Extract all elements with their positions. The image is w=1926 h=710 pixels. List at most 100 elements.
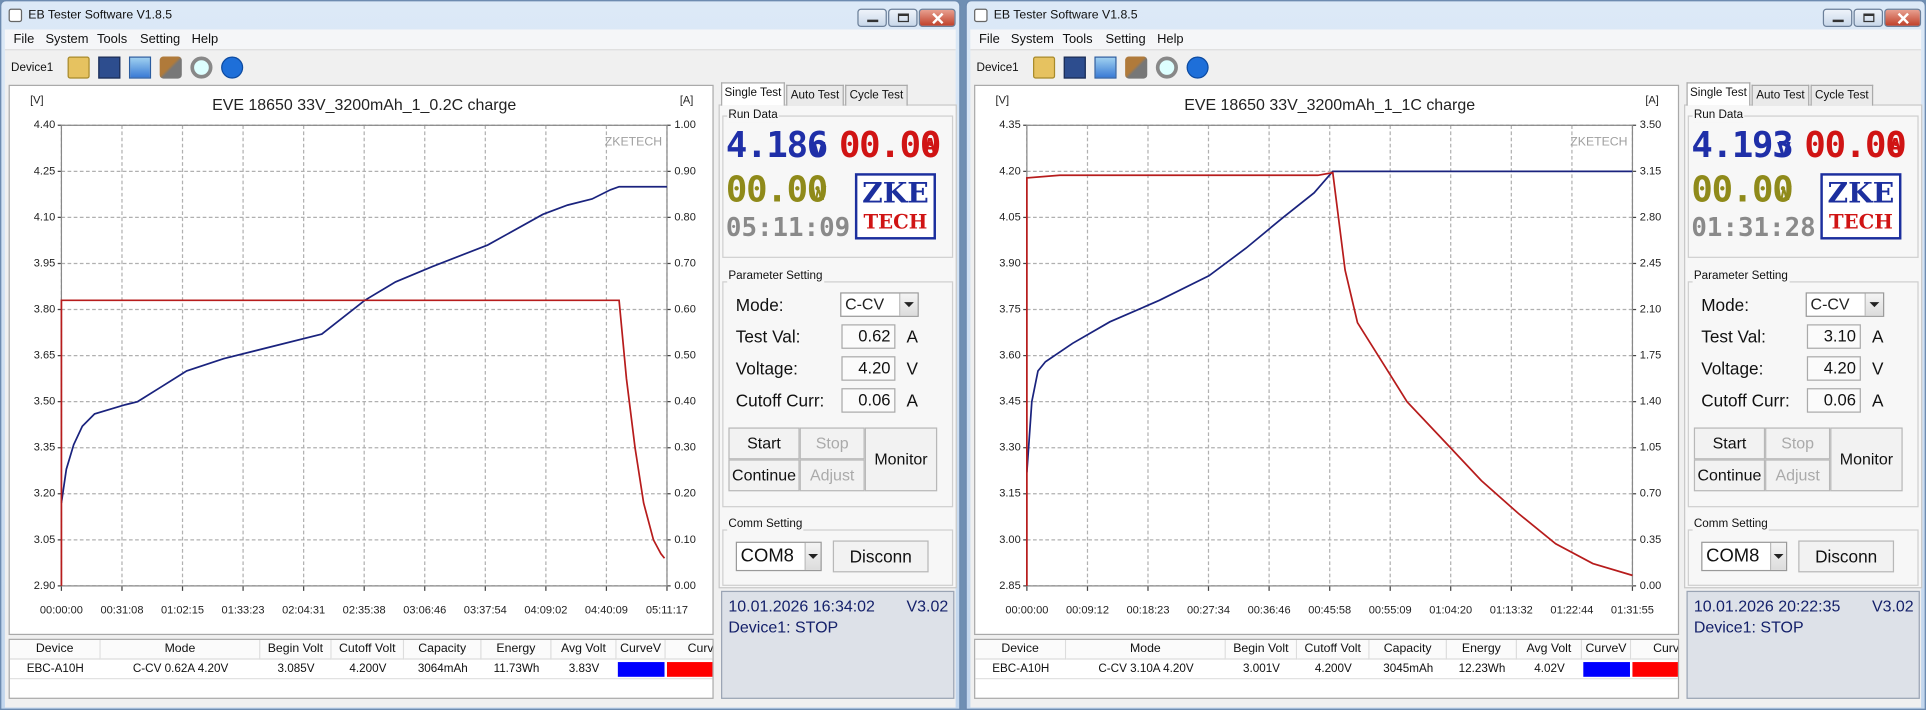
menu-item[interactable]: Help <box>191 31 219 47</box>
y2-tick-label: 0.50 <box>674 350 696 362</box>
y-tick-label: 4.05 <box>999 211 1021 223</box>
tab[interactable]: Auto Test <box>1751 84 1810 106</box>
y2-tick-label: 0.80 <box>674 211 696 223</box>
table-header: Device <box>975 639 1067 660</box>
group-box <box>722 115 954 258</box>
device-selector[interactable]: Device1 <box>976 61 1019 75</box>
start-button[interactable]: Start <box>728 427 800 460</box>
curve-color <box>617 662 665 677</box>
y2-axis-label: [A] <box>680 95 694 107</box>
menu-bar <box>4 29 956 51</box>
table-cell: 11.73Wh <box>493 662 540 676</box>
field-unit: A <box>906 390 918 411</box>
search-icon[interactable] <box>190 56 213 79</box>
maximize-button[interactable] <box>888 8 918 28</box>
field-value[interactable]: 0.06 <box>1806 388 1861 413</box>
chart: EVE 18650 33V_3200mAh_1_0.2C charge [V] [A… <box>30 95 696 617</box>
table-cell: 3.085V <box>277 662 315 676</box>
folder-icon[interactable] <box>1033 56 1056 79</box>
y-tick-label: 4.20 <box>999 165 1021 177</box>
field-value[interactable]: 4.20 <box>1806 356 1861 381</box>
close-button[interactable] <box>918 8 956 28</box>
stop-button[interactable]: Stop <box>1765 427 1831 460</box>
group-label: Comm Setting <box>1692 515 1770 532</box>
close-button[interactable] <box>1884 8 1922 28</box>
table-cell: 4.200V <box>349 662 387 676</box>
tools-icon[interactable] <box>159 56 182 79</box>
minimize-button[interactable] <box>857 8 887 28</box>
table-cell: EBC-A10H <box>992 662 1050 676</box>
continue-button[interactable]: Continue <box>1693 459 1766 492</box>
port-select[interactable]: COM8 <box>1701 541 1788 572</box>
port-select[interactable]: COM8 <box>735 541 822 572</box>
port-value: COM8 <box>1706 545 1760 567</box>
group-box <box>1687 529 1919 586</box>
table-header: CurveA <box>665 639 713 660</box>
maximize-button[interactable] <box>1853 8 1884 28</box>
start-button[interactable]: Start <box>1693 427 1766 460</box>
arrow-glyph <box>1869 302 1880 308</box>
tab[interactable]: Single Test <box>1686 82 1751 106</box>
y2-tick-label: 0.30 <box>674 442 696 454</box>
field-value[interactable]: 3.10 <box>1806 324 1861 349</box>
field-value[interactable]: 0.62 <box>841 324 896 349</box>
menu-item[interactable]: Setting <box>140 31 181 47</box>
window: EB Tester Software V1.8.5 File System Tools… <box>0 0 961 710</box>
status-datetime: 10.01.2026 20:22:35 <box>1693 596 1841 616</box>
y2-tick-label: 1.00 <box>674 119 696 131</box>
tab[interactable]: Cycle Test <box>845 84 908 106</box>
tab[interactable]: Single Test <box>721 82 785 106</box>
table-header: Cutoff Volt <box>1297 639 1370 660</box>
field-value[interactable]: 0.06 <box>841 388 896 413</box>
current-readout: 00.00 <box>1804 124 1906 166</box>
disconnect-button[interactable]: Disconn <box>832 540 929 573</box>
monitor-button[interactable]: Monitor <box>1830 427 1903 492</box>
field-value[interactable]: 4.20 <box>841 356 896 381</box>
y2-tick-label: 2.45 <box>1640 257 1662 269</box>
adjust-button[interactable]: Adjust <box>799 459 865 492</box>
chart-icon[interactable] <box>128 56 152 79</box>
tab[interactable]: Auto Test <box>786 84 844 106</box>
voltage-unit: v <box>1776 132 1792 163</box>
stop-button[interactable]: Stop <box>799 427 865 460</box>
menu-item[interactable]: File <box>978 31 1000 47</box>
tab[interactable]: Cycle Test <box>1810 84 1874 106</box>
field-label: Mode: <box>735 294 784 315</box>
menu-item[interactable]: System <box>1010 31 1054 47</box>
x-tick-label: 00:18:23 <box>1126 604 1169 616</box>
mode-select[interactable]: C-CV <box>1805 292 1885 317</box>
menu-item[interactable]: System <box>45 31 89 47</box>
window: EB Tester Software V1.8.5 File System Tools… <box>965 0 1926 710</box>
minimize-button[interactable] <box>1822 8 1853 28</box>
y2-tick-label: 0.70 <box>1640 488 1662 500</box>
menu-item[interactable]: Tools <box>97 31 128 47</box>
save-icon[interactable] <box>1063 56 1086 79</box>
table-cell: 3064mAh <box>417 662 468 676</box>
table-header: Begin Volt <box>1225 639 1298 660</box>
menu-item[interactable]: File <box>13 31 35 47</box>
y-tick-label: 4.40 <box>34 119 56 131</box>
logo-bottom: TECH <box>1828 210 1893 234</box>
adjust-button[interactable]: Adjust <box>1765 459 1831 492</box>
y-tick-label: 3.30 <box>999 442 1021 454</box>
y-tick-label: 3.05 <box>34 534 56 546</box>
info-icon[interactable] <box>221 56 244 79</box>
menu-item[interactable]: Help <box>1157 31 1184 47</box>
mode-select[interactable]: C-CV <box>840 292 919 317</box>
table-header: Cutoff Volt <box>331 639 405 660</box>
continue-button[interactable]: Continue <box>728 459 800 492</box>
menu-item[interactable]: Setting <box>1105 31 1146 47</box>
disconnect-button[interactable]: Disconn <box>1798 540 1895 573</box>
monitor-button[interactable]: Monitor <box>864 427 938 492</box>
search-icon[interactable] <box>1155 56 1178 79</box>
field-label: Cutoff Curr: <box>735 390 825 411</box>
device-selector[interactable]: Device1 <box>11 61 54 75</box>
y-tick-label: 3.50 <box>34 396 56 408</box>
y-tick-label: 3.20 <box>34 488 56 500</box>
folder-icon[interactable] <box>67 56 90 79</box>
save-icon[interactable] <box>98 56 121 79</box>
tools-icon[interactable] <box>1125 56 1148 79</box>
chart-icon[interactable] <box>1094 56 1117 79</box>
info-icon[interactable] <box>1186 56 1209 79</box>
menu-item[interactable]: Tools <box>1062 31 1093 47</box>
